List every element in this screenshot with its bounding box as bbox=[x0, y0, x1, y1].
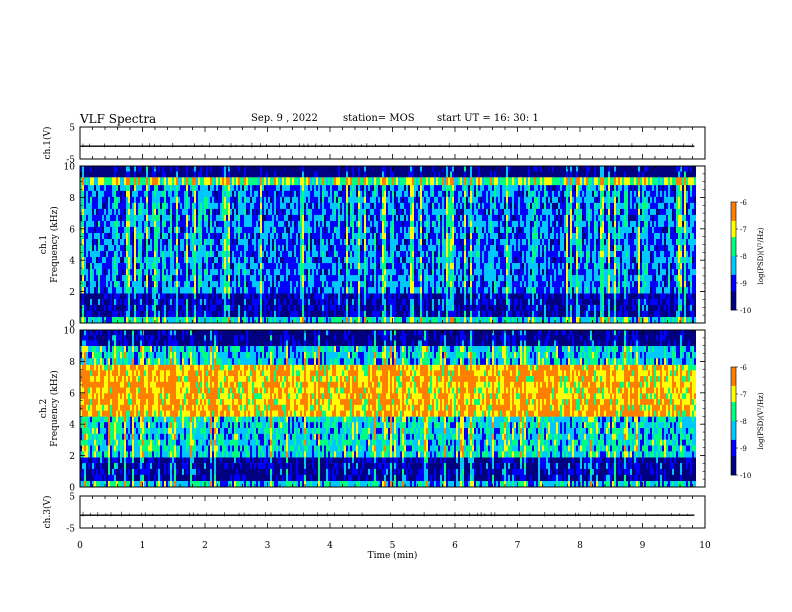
y-axis-label: Frequency (kHz) bbox=[49, 370, 60, 447]
colorbar-tick-label: -8 bbox=[740, 418, 747, 426]
y-axis-label: ch.2 bbox=[39, 399, 49, 418]
y-tick-label: 4 bbox=[69, 257, 75, 267]
colorbar-tick-label: -10 bbox=[740, 472, 751, 480]
y-tick-label: 2 bbox=[69, 452, 75, 462]
colorbar-tick-label: -9 bbox=[740, 280, 747, 288]
chart-station: station= MOS bbox=[343, 113, 415, 124]
x-tick-label: 0 bbox=[77, 541, 83, 551]
chart-title: VLF Spectra bbox=[80, 112, 157, 126]
y-axis-label: Frequency (kHz) bbox=[49, 206, 60, 283]
x-tick-label: 7 bbox=[515, 541, 521, 551]
y-tick-label: 5 bbox=[69, 124, 75, 134]
y-axis-label: ch.1 bbox=[39, 235, 49, 254]
y-tick-label: -5 bbox=[66, 156, 75, 166]
x-tick-label: 9 bbox=[640, 541, 646, 551]
x-tick-label: 8 bbox=[577, 541, 583, 551]
y-tick-label: 8 bbox=[69, 194, 75, 204]
y-tick-label: 2 bbox=[69, 288, 75, 298]
x-tick-label: 1 bbox=[140, 541, 146, 551]
colorbar-2-gradient bbox=[731, 367, 736, 476]
waveform-1-spikes bbox=[82, 142, 693, 148]
y-tick-label: 0 bbox=[69, 320, 75, 330]
x-tick-label: 3 bbox=[265, 541, 271, 551]
colorbar-tick-label: -8 bbox=[740, 253, 747, 261]
chart-start-time: start UT = 16: 30: 1 bbox=[437, 113, 539, 124]
colorbar-1-gradient bbox=[731, 202, 736, 311]
y-axis-label: ch.3(V) bbox=[42, 496, 53, 529]
x-tick-label: 5 bbox=[390, 541, 396, 551]
y-tick-label: 4 bbox=[69, 421, 75, 431]
x-axis-label: Time (min) bbox=[368, 550, 418, 561]
x-tick-label: 6 bbox=[452, 541, 458, 551]
y-tick-label: 10 bbox=[64, 163, 76, 173]
x-tick-label: 2 bbox=[202, 541, 208, 551]
y-tick-label: 5 bbox=[69, 493, 75, 503]
colorbar-tick-label: -7 bbox=[740, 391, 747, 399]
spectrogram-2-image bbox=[80, 166, 696, 324]
y-tick-label: 10 bbox=[64, 327, 76, 337]
colorbar-tick-label: -6 bbox=[740, 199, 747, 207]
x-tick-label: 4 bbox=[327, 541, 333, 551]
y-tick-label: -5 bbox=[66, 525, 75, 535]
spectrogram-3-image bbox=[80, 330, 696, 488]
chart-date: Sep. 9 , 2022 bbox=[251, 113, 318, 124]
y-tick-label: 6 bbox=[69, 389, 75, 399]
colorbar-tick-label: -6 bbox=[740, 364, 747, 372]
y-axis-label: ch.1(V) bbox=[42, 127, 53, 160]
colorbar-label: log(PSD)(V²/Hz) bbox=[757, 392, 765, 449]
y-tick-label: 6 bbox=[69, 225, 75, 235]
colorbar-label: log(PSD)(V²/Hz) bbox=[757, 227, 765, 284]
colorbar-tick-label: -9 bbox=[740, 445, 747, 453]
y-tick-label: 0 bbox=[69, 484, 75, 494]
y-tick-label: 8 bbox=[69, 358, 75, 368]
x-tick-label: 10 bbox=[699, 541, 711, 551]
waveform-4-spikes bbox=[82, 511, 688, 517]
colorbar-tick-label: -10 bbox=[740, 307, 751, 315]
colorbar-tick-label: -7 bbox=[740, 226, 747, 234]
